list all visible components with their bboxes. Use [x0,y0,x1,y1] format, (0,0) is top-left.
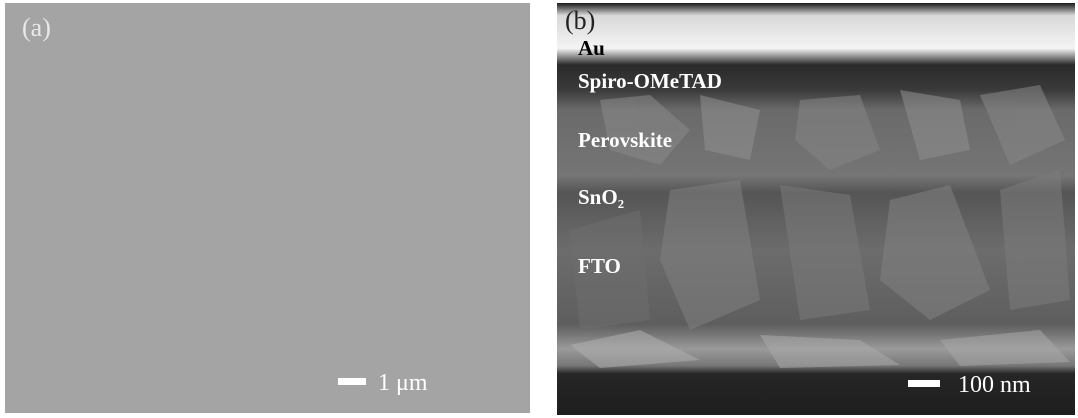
layer-label: Au [578,36,605,60]
page: (a) 1 μm (b) Au Spiro-OMeTAD Perovskite … [0,0,1078,418]
panel-b: (b) Au Spiro-OMeTAD Perovskite SnO₂ FTO … [557,3,1075,415]
figure: (a) 1 μm (b) Au Spiro-OMeTAD Perovskite … [0,0,1078,418]
layer-label: Spiro-OMeTAD [578,69,722,93]
scale-bar-label: 1 μm [378,370,428,396]
layer-label: Perovskite [578,128,672,152]
layer-label: SnO₂ [578,185,624,209]
scale-bar [908,380,940,387]
panel-label: (b) [565,6,595,35]
sem-image-surface [5,3,530,413]
scale-bar-label: 100 nm [958,372,1031,398]
panel-label: (a) [22,13,51,42]
layer-label: FTO [578,254,621,278]
panel-a: (a) 1 μm [5,3,530,413]
scale-bar [338,378,366,385]
